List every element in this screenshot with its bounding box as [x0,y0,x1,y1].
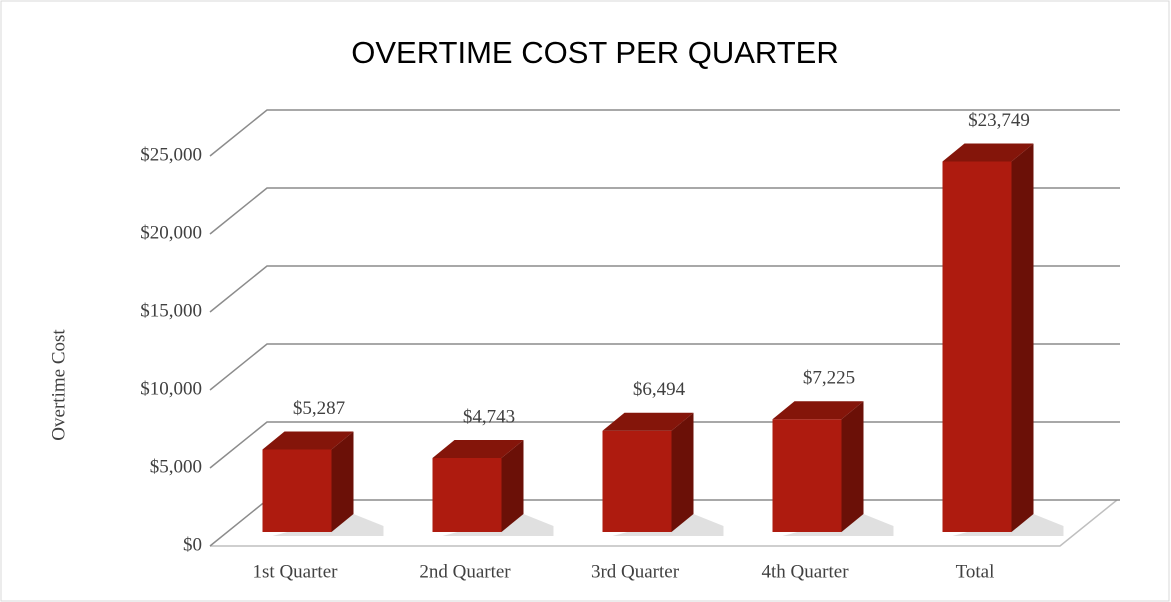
bar-front [262,449,332,532]
bar-top [772,401,864,420]
y-axis-label: Overtime Cost [48,329,69,441]
floor-line [210,499,1118,547]
bar [262,431,384,536]
bar-front [942,161,1012,532]
bar-side [1011,143,1034,532]
bar-side [501,440,524,532]
y-tick-label: $25,000 [140,144,202,165]
x-tick-label: 1st Quarter [253,561,339,582]
y-tick-label: $0 [183,534,202,555]
bar-front [602,430,672,532]
value-label: $7,225 [803,368,855,389]
bar-top [262,431,354,450]
x-tick-label: Total [956,561,995,582]
x-tick-label: 4th Quarter [761,561,849,582]
bar-front [772,419,842,532]
bar-top [942,143,1034,162]
value-label: $23,749 [968,110,1030,131]
x-tick-label: 3rd Quarter [591,561,680,582]
grid-line [209,265,1120,313]
bar-top [602,412,694,431]
y-tick-label: $20,000 [140,222,202,243]
value-label: $5,287 [293,398,345,419]
bar-front [432,458,502,532]
value-label: $6,494 [633,379,686,400]
grid-line [209,109,1120,157]
x-tick-label: 2nd Quarter [419,561,511,582]
bar [602,412,724,536]
y-tick-label: $10,000 [140,378,202,399]
y-tick-label: $5,000 [150,456,202,477]
bar [772,401,894,536]
bar [942,143,1064,536]
value-label: $4,743 [463,406,515,427]
bar-side [841,401,864,532]
grid-line [209,343,1120,391]
bar-side [671,412,694,532]
bar-top [432,440,524,459]
grid-line [209,187,1120,235]
chart-title: OVERTIME COST PER QUARTER [351,35,838,70]
bar [432,440,554,536]
bar-side [331,431,354,532]
y-tick-label: $15,000 [140,300,202,321]
